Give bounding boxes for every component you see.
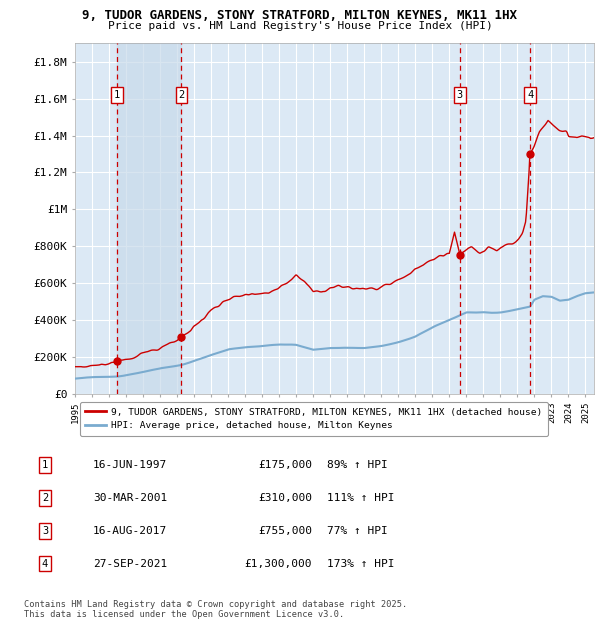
Text: £755,000: £755,000	[258, 526, 312, 536]
Text: Price paid vs. HM Land Registry's House Price Index (HPI): Price paid vs. HM Land Registry's House …	[107, 21, 493, 31]
Text: £1,300,000: £1,300,000	[245, 559, 312, 569]
Text: 30-MAR-2001: 30-MAR-2001	[93, 493, 167, 503]
Legend: 9, TUDOR GARDENS, STONY STRATFORD, MILTON KEYNES, MK11 1HX (detached house), HPI: 9, TUDOR GARDENS, STONY STRATFORD, MILTO…	[80, 402, 548, 436]
Text: 3: 3	[42, 526, 48, 536]
Text: 173% ↑ HPI: 173% ↑ HPI	[327, 559, 395, 569]
Text: 16-JUN-1997: 16-JUN-1997	[93, 460, 167, 470]
Text: 16-AUG-2017: 16-AUG-2017	[93, 526, 167, 536]
Text: 1: 1	[114, 90, 120, 100]
Text: 111% ↑ HPI: 111% ↑ HPI	[327, 493, 395, 503]
Text: 4: 4	[42, 559, 48, 569]
Text: 9, TUDOR GARDENS, STONY STRATFORD, MILTON KEYNES, MK11 1HX: 9, TUDOR GARDENS, STONY STRATFORD, MILTO…	[83, 9, 517, 22]
Text: 3: 3	[457, 90, 463, 100]
Bar	[117, 43, 181, 394]
Text: 2: 2	[42, 493, 48, 503]
Text: £175,000: £175,000	[258, 460, 312, 470]
Text: Contains HM Land Registry data © Crown copyright and database right 2025.
This d: Contains HM Land Registry data © Crown c…	[24, 600, 407, 619]
Text: 4: 4	[527, 90, 533, 100]
Text: 27-SEP-2021: 27-SEP-2021	[93, 559, 167, 569]
Text: 2: 2	[178, 90, 184, 100]
Text: 1: 1	[42, 460, 48, 470]
Text: 89% ↑ HPI: 89% ↑ HPI	[327, 460, 388, 470]
Text: 77% ↑ HPI: 77% ↑ HPI	[327, 526, 388, 536]
Text: £310,000: £310,000	[258, 493, 312, 503]
